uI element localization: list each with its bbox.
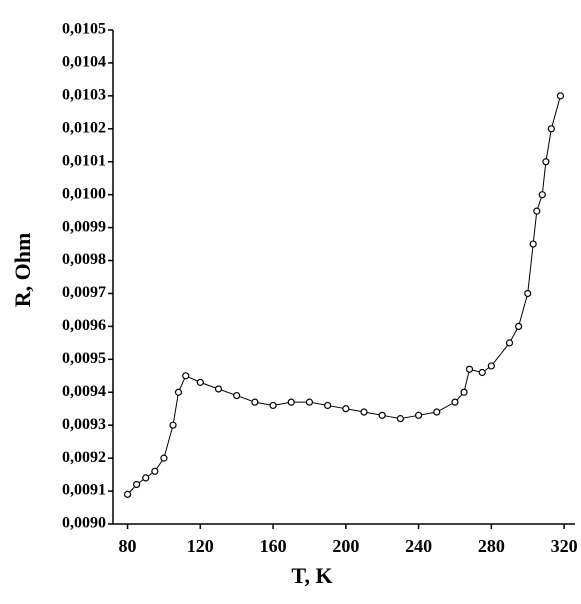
y-tick-label: 0,0099 bbox=[62, 218, 106, 235]
y-tick-label: 0,0103 bbox=[62, 87, 106, 104]
data-point bbox=[542, 158, 550, 166]
y-tick-label: 0,0100 bbox=[62, 185, 106, 202]
y-tick-label: 0,0090 bbox=[62, 515, 106, 532]
data-point bbox=[251, 398, 259, 406]
data-point bbox=[151, 467, 159, 475]
data-point bbox=[478, 368, 486, 377]
x-tick-label: 280 bbox=[478, 536, 505, 556]
y-tick-label: 0,0098 bbox=[62, 251, 106, 268]
data-point bbox=[396, 415, 404, 423]
data-point bbox=[287, 398, 295, 406]
y-tick-label: 0,0094 bbox=[62, 383, 106, 400]
y-tick-label: 0,0093 bbox=[62, 416, 106, 433]
data-point bbox=[533, 207, 541, 215]
data-point bbox=[142, 474, 150, 482]
data-point bbox=[524, 289, 532, 298]
y-tick-label: 0,0097 bbox=[62, 284, 106, 301]
x-tick-label: 240 bbox=[405, 536, 432, 556]
data-point bbox=[214, 385, 223, 393]
data-point bbox=[182, 372, 190, 380]
y-tick-label: 0,0091 bbox=[62, 482, 106, 499]
y-tick-label: 0,0104 bbox=[62, 54, 106, 71]
x-tick-label: 120 bbox=[187, 536, 214, 556]
y-tick-label: 0,0101 bbox=[62, 152, 106, 169]
data-point bbox=[451, 398, 459, 406]
x-tick-label: 80 bbox=[119, 536, 137, 556]
y-tick-label: 0,0096 bbox=[62, 317, 106, 334]
data-point bbox=[196, 378, 204, 386]
data-point bbox=[414, 411, 423, 419]
y-tick-label: 0,0105 bbox=[62, 21, 106, 38]
y-axis-label: R, Ohm bbox=[10, 233, 35, 308]
data-point bbox=[465, 365, 474, 373]
data-point bbox=[174, 388, 183, 396]
data-point bbox=[529, 240, 537, 248]
data-point bbox=[433, 408, 441, 416]
data-point bbox=[460, 388, 468, 396]
data-point bbox=[123, 490, 132, 498]
data-point bbox=[547, 125, 555, 133]
data-point bbox=[538, 191, 546, 199]
x-tick-label: 200 bbox=[332, 536, 359, 556]
data-point bbox=[324, 401, 332, 410]
data-point bbox=[305, 398, 314, 406]
data-point bbox=[169, 421, 177, 429]
y-tick-label: 0,0092 bbox=[62, 449, 106, 466]
x-axis-label: T, K bbox=[291, 563, 332, 588]
data-point bbox=[556, 92, 565, 100]
data-point bbox=[269, 401, 277, 410]
x-tick-label: 320 bbox=[551, 536, 578, 556]
data-point bbox=[342, 405, 350, 413]
data-point bbox=[160, 454, 168, 462]
x-tick-label: 160 bbox=[260, 536, 287, 556]
data-point bbox=[133, 480, 141, 489]
data-point bbox=[487, 362, 495, 370]
data-point bbox=[515, 322, 523, 330]
data-line bbox=[127, 95, 561, 495]
data-point bbox=[233, 391, 241, 400]
y-tick-label: 0,0095 bbox=[62, 350, 106, 367]
data-point bbox=[505, 339, 514, 347]
data-point bbox=[360, 408, 368, 416]
y-tick-label: 0,0102 bbox=[62, 119, 106, 136]
data-point bbox=[378, 411, 386, 419]
